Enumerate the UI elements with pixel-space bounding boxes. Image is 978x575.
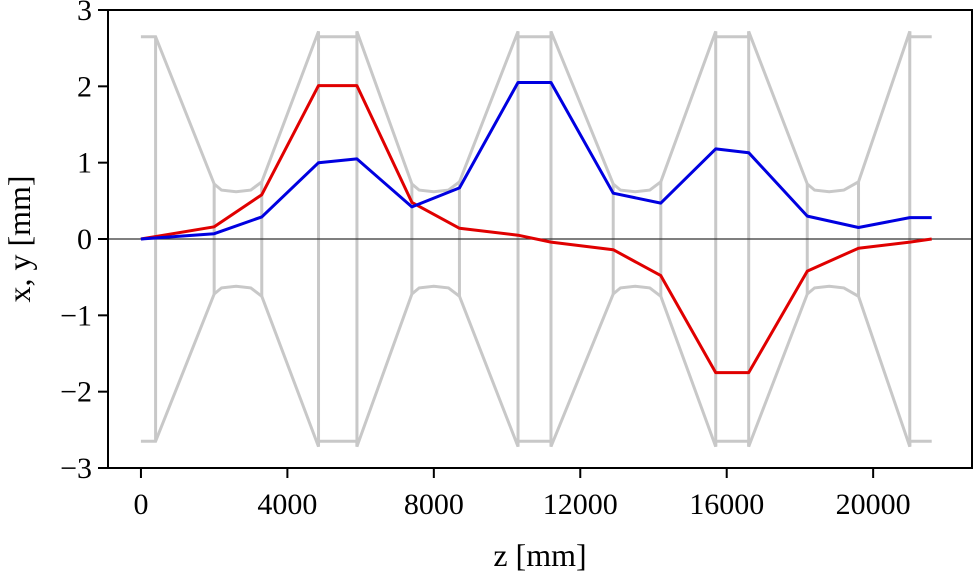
x-tick-label: 8000 (404, 488, 464, 521)
series-line-1 (140, 84, 932, 375)
x-tick-label: 4000 (257, 488, 317, 521)
y-tick-label: 2 (77, 70, 92, 103)
x-tick-label: 16000 (689, 488, 764, 521)
x-tick-label: 12000 (543, 488, 618, 521)
y-tick-label: 0 (77, 223, 92, 256)
y-tick-label: −3 (60, 452, 92, 485)
x-axis-title: z [mm] (493, 537, 586, 573)
y-tick-label: 1 (77, 147, 92, 180)
y-tick-label: 3 (77, 0, 92, 27)
aperture-lower-line (140, 284, 932, 448)
y-tick-label: −1 (60, 299, 92, 332)
aperture-upper-line (140, 30, 932, 194)
x-axis-ticks: 0 4000 8000 12000 16000 20000 (133, 468, 911, 521)
y-tick-label: −2 (60, 376, 92, 409)
x-tick-label: 20000 (836, 488, 911, 521)
y-axis-title: x, y [mm] (1, 175, 37, 302)
y-axis-ticks: −3 −2 −1 0 1 2 3 (60, 0, 108, 485)
series-line-2 (140, 81, 932, 241)
x-tick-label: 0 (133, 488, 148, 521)
trajectory-series (140, 81, 932, 375)
